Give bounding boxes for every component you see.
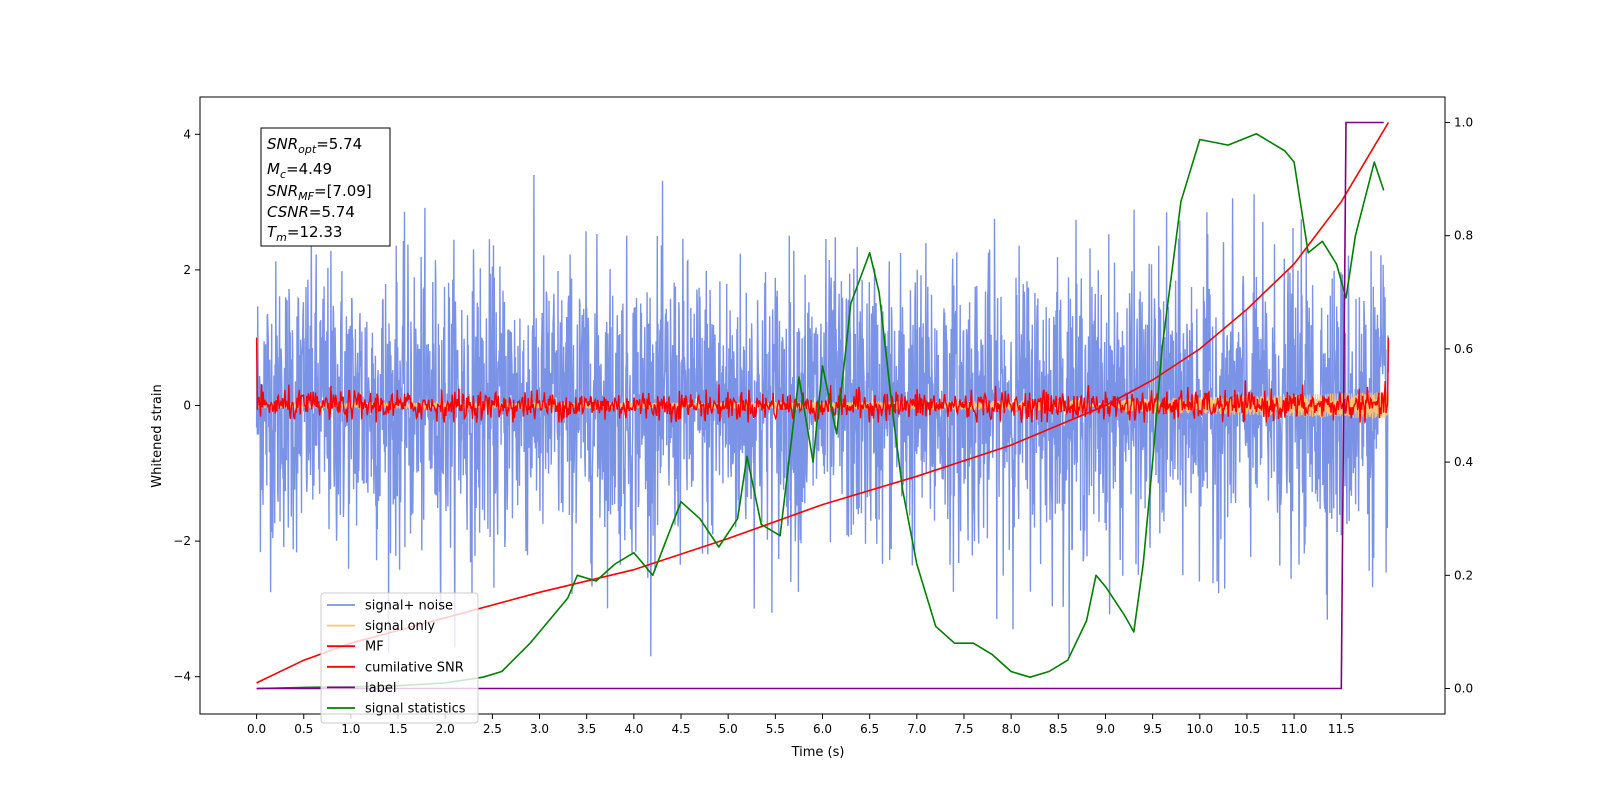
y-tick-label: −2 [173, 534, 191, 548]
legend-label-label: label [365, 681, 396, 696]
x-tick-label: 3.0 [530, 722, 549, 736]
x-tick-label: 9.5 [1143, 722, 1162, 736]
x-tick-label: 8.5 [1049, 722, 1068, 736]
info-tm: Tm=12.33 [267, 223, 342, 244]
info-box: SNRopt=5.74 Mc=4.49 SNRMF=[7.09] CSNR=5.… [260, 127, 391, 247]
legend-label-cumilative-snr: cumilative SNR [365, 660, 464, 675]
series-line-signal-statistics [256, 133, 1385, 690]
y2-tick-label: 0.0 [1454, 682, 1473, 696]
info-mc: Mc=4.49 [267, 160, 332, 181]
x-axis-label: Time (s) [791, 745, 845, 760]
legend-label-signal-noise: signal+ noise [365, 599, 453, 614]
x-tick-label: 11.5 [1328, 722, 1355, 736]
x-tick-label: 4.0 [624, 722, 643, 736]
y-tick-label: 4 [183, 127, 191, 141]
x-tick-label: 2.5 [483, 722, 502, 736]
y-tick-label: −4 [173, 670, 191, 684]
legend-label-signal-only: signal only [365, 619, 435, 634]
legend-label-mf: MF [365, 640, 384, 655]
axes: 0.0 0.5 1.0 1.5 2.0 2.5 3.0 3.5 4.0 4.5 5.0 5.5 6.0 6… [173, 96, 1473, 736]
info-snr-opt: SNRopt=5.74 [267, 135, 362, 156]
x-tick-label: 5.0 [719, 722, 738, 736]
y2-tick-label: 1.0 [1454, 115, 1473, 129]
y-tick-label: 0 [183, 399, 191, 413]
x-tick-label: 8.0 [1002, 722, 1021, 736]
series-line-mf [255, 337, 1390, 423]
y2-tick-label: 0.2 [1454, 568, 1473, 582]
x-tick-label: 10.0 [1186, 722, 1213, 736]
x-tick-label: 5.5 [766, 722, 785, 736]
y-axis-label: Whitened strain [150, 384, 165, 487]
legend-frame [320, 592, 479, 724]
info-csnr: CSNR=5.74 [267, 203, 355, 221]
x-tick-label: 6.0 [813, 722, 832, 736]
x-tick-label: 1.0 [341, 722, 360, 736]
info-box-frame [260, 127, 391, 247]
x-tick-label: 7.5 [954, 722, 973, 736]
series-line-label [256, 121, 1384, 690]
x-tick-label: 6.5 [860, 722, 879, 736]
y-tick-label: 2 [183, 263, 191, 277]
x-tick-label: 7.0 [907, 722, 926, 736]
x-tick-label: 3.5 [577, 722, 596, 736]
x-tick-label: 9.0 [1096, 722, 1115, 736]
x-tick-label: 2.0 [436, 722, 455, 736]
x-tick-label: 11.0 [1281, 722, 1308, 736]
y2-tick-label: 0.4 [1454, 455, 1473, 469]
y2-tick-label: 0.6 [1454, 342, 1473, 356]
info-snr-mf: SNRMF=[7.09] [267, 182, 372, 203]
x-tick-label: 0.5 [294, 722, 313, 736]
legend-label-signal-statistics: signal statistics [365, 702, 466, 717]
x-tick-label: 1.5 [389, 722, 408, 736]
x-tick-label: 0.0 [247, 722, 266, 736]
x-tick-label: 10.5 [1234, 722, 1261, 736]
y2-tick-label: 0.8 [1454, 229, 1473, 243]
x-tick-label: 4.5 [671, 722, 690, 736]
legend: signal+ noise signal only MF cumilative SNR… [320, 592, 479, 724]
